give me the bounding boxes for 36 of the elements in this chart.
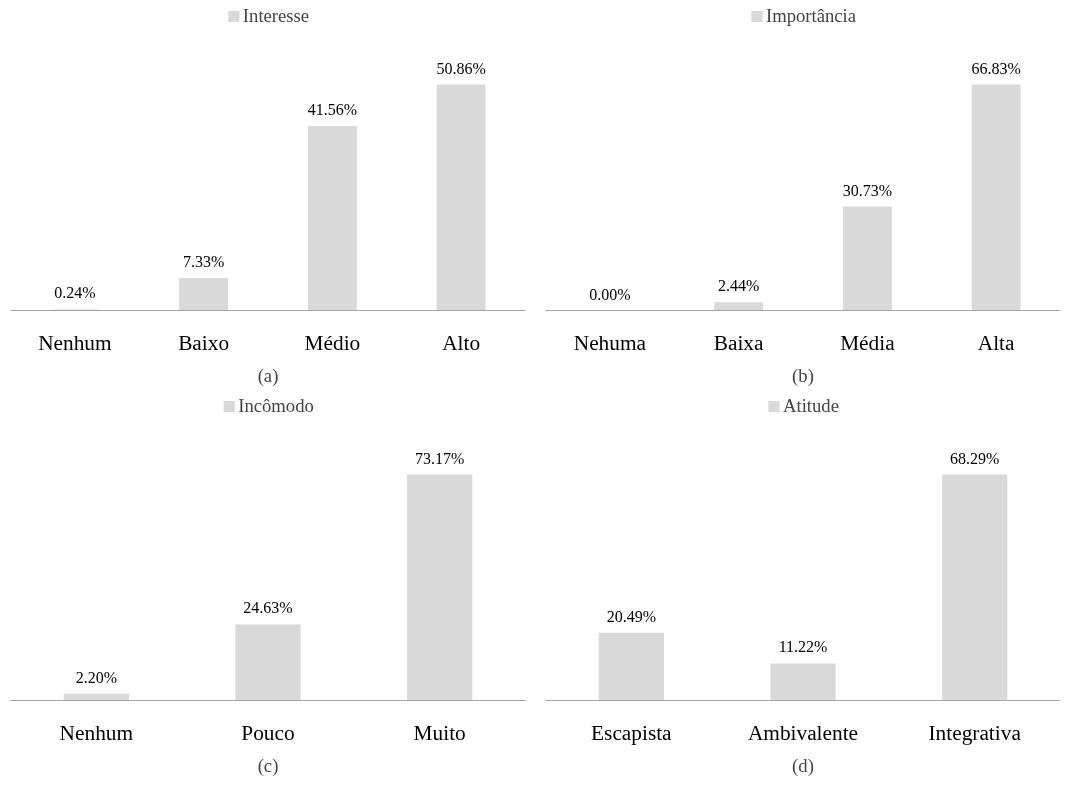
x-tick-label: Nenhum xyxy=(59,720,134,745)
x-tick-label: Ambivalente xyxy=(747,720,859,745)
x-tick-label: Escapista xyxy=(591,720,673,745)
x-tick-label: Pouco xyxy=(241,720,295,745)
data-label: 73.17% xyxy=(415,449,465,467)
data-label: 66.83% xyxy=(971,59,1021,77)
text: (a) xyxy=(257,364,279,387)
data-label: 68.29% xyxy=(950,449,1000,467)
x-tick-label: Alta xyxy=(977,330,1016,355)
x-tick-label: Nehuma xyxy=(573,330,647,355)
x-tick-label: Nenhum xyxy=(38,330,113,355)
legend-label: Incômodo xyxy=(238,395,314,417)
x-tick-label: Integrativa xyxy=(928,720,1022,745)
x-tick-label: Média xyxy=(840,330,896,355)
data-label: 20.49% xyxy=(606,607,656,625)
x-tick-label: Médio xyxy=(304,330,361,355)
data-label: 0.00% xyxy=(589,285,631,303)
text: (c) xyxy=(257,754,279,777)
data-label: 50.86% xyxy=(436,59,486,77)
legend-label: Interesse xyxy=(242,5,310,27)
data-label: 2.44% xyxy=(717,277,760,295)
data-label: 24.63% xyxy=(243,599,293,617)
text: (b) xyxy=(792,364,814,387)
text: (d) xyxy=(792,754,814,777)
x-tick-label: Muito xyxy=(413,720,466,745)
data-label: 7.33% xyxy=(182,252,225,270)
x-tick-label: Baixa xyxy=(713,330,765,355)
x-tick-label: Alto xyxy=(442,330,481,355)
legend-label: Atitude xyxy=(783,395,839,417)
x-tick-label: Baixo xyxy=(178,330,230,355)
data-label: 0.24% xyxy=(54,284,96,302)
legend-label: Importância xyxy=(765,5,857,27)
data-label: 11.22% xyxy=(778,638,828,656)
data-label: 2.20% xyxy=(75,668,117,686)
data-label: 30.73% xyxy=(842,181,893,199)
data-label: 41.56% xyxy=(307,100,358,118)
